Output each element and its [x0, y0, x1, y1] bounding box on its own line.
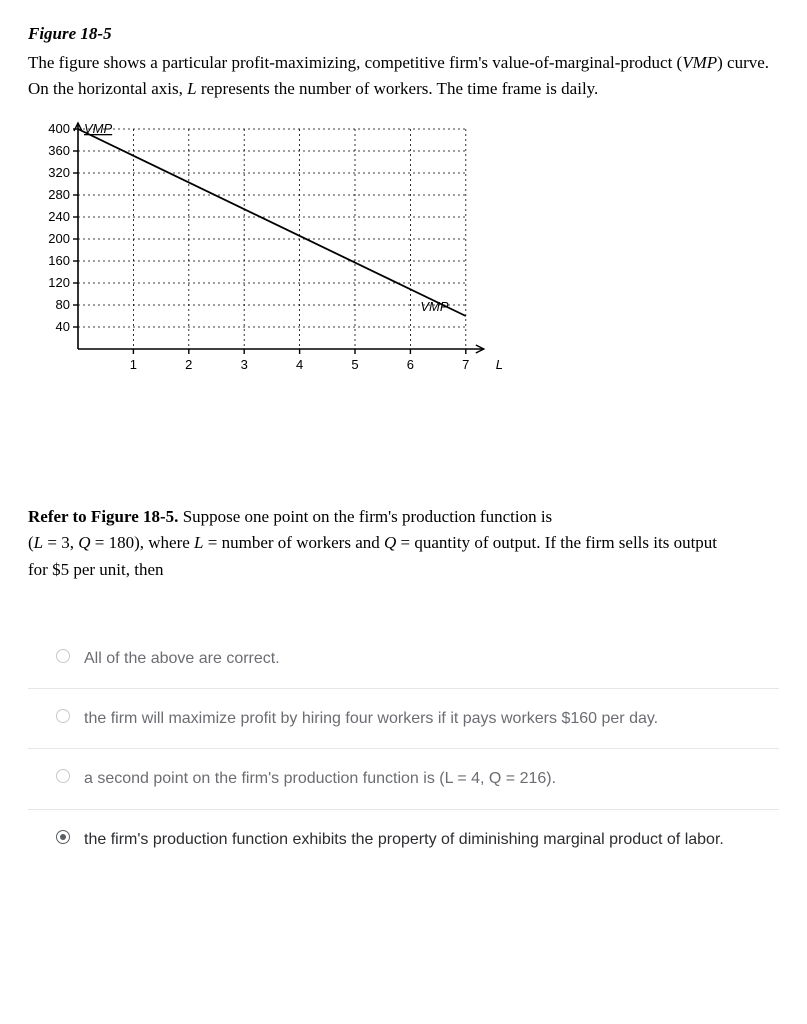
svg-text:120: 120: [48, 275, 70, 290]
figure-title: Figure 18-5: [28, 24, 779, 44]
caption-text-a: The figure shows a particular profit-max…: [28, 53, 682, 72]
svg-text:200: 200: [48, 231, 70, 246]
q-L2: L: [194, 533, 203, 552]
q-Q2: Q: [384, 533, 396, 552]
svg-text:280: 280: [48, 187, 70, 202]
option-label: the firm will maximize profit by hiring …: [84, 707, 759, 730]
option-label: the firm's production function exhibits …: [84, 828, 759, 851]
svg-text:240: 240: [48, 209, 70, 224]
svg-text:320: 320: [48, 165, 70, 180]
figure-caption: The figure shows a particular profit-max…: [28, 50, 779, 101]
question-text: Refer to Figure 18-5. Suppose one point …: [28, 504, 779, 583]
svg-text:400: 400: [48, 121, 70, 136]
svg-text:2: 2: [185, 357, 192, 372]
svg-text:80: 80: [56, 297, 70, 312]
vmp-chart-svg: 40801201602002402803203604001234567VMPLV…: [34, 119, 514, 379]
svg-text:40: 40: [56, 319, 70, 334]
question-lead-rest: Suppose one point on the firm's producti…: [178, 507, 552, 526]
svg-text:VMP: VMP: [420, 299, 449, 314]
svg-text:1: 1: [130, 357, 137, 372]
radio-icon: [56, 649, 70, 663]
q-l2d: = number of workers and: [204, 533, 384, 552]
caption-text-c: represents the number of workers. The ti…: [197, 79, 599, 98]
svg-text:4: 4: [296, 357, 303, 372]
svg-text:5: 5: [351, 357, 358, 372]
option-4[interactable]: the firm's production function exhibits …: [28, 809, 779, 869]
caption-L: L: [187, 79, 196, 98]
svg-text:6: 6: [407, 357, 414, 372]
q-l2c: = 180), where: [91, 533, 195, 552]
svg-text:L: L: [496, 357, 503, 372]
caption-vmp: VMP: [682, 53, 717, 72]
q-line3: for $5 per unit, then: [28, 560, 164, 579]
option-2[interactable]: the firm will maximize profit by hiring …: [28, 688, 779, 748]
svg-text:7: 7: [462, 357, 469, 372]
q-l2e: = quantity of output. If the firm sells …: [396, 533, 717, 552]
q-l2b: = 3,: [43, 533, 78, 552]
option-3[interactable]: a second point on the firm's production …: [28, 748, 779, 808]
radio-icon: [56, 709, 70, 723]
svg-text:360: 360: [48, 143, 70, 158]
option-label: a second point on the firm's production …: [84, 767, 759, 790]
radio-icon: [56, 769, 70, 783]
question-lead-bold: Refer to Figure 18-5.: [28, 507, 178, 526]
svg-text:3: 3: [241, 357, 248, 372]
svg-text:160: 160: [48, 253, 70, 268]
option-1[interactable]: All of the above are correct.: [28, 629, 779, 688]
vmp-chart: 40801201602002402803203604001234567VMPLV…: [34, 119, 779, 384]
option-label: All of the above are correct.: [84, 647, 759, 670]
q-L: L: [34, 533, 43, 552]
options-list: All of the above are correct. the firm w…: [28, 629, 779, 869]
q-Q: Q: [78, 533, 90, 552]
radio-icon-selected: [56, 830, 70, 844]
